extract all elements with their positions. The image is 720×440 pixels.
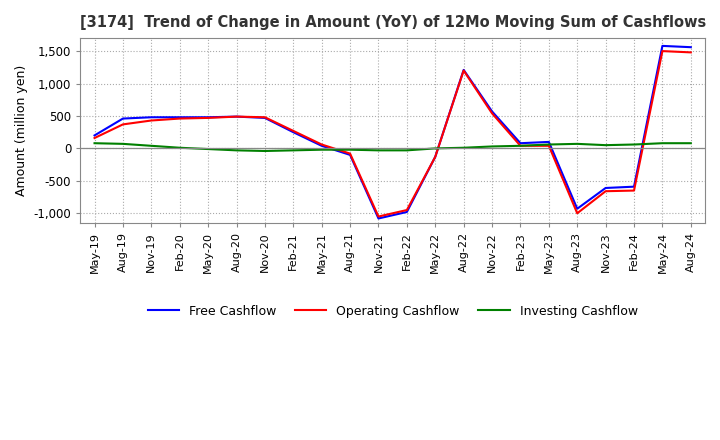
Title: [3174]  Trend of Change in Amount (YoY) of 12Mo Moving Sum of Cashflows: [3174] Trend of Change in Amount (YoY) o…	[79, 15, 706, 30]
Operating Cashflow	[431, 154, 440, 159]
Investing Cashflow	[516, 143, 525, 148]
Investing Cashflow	[204, 147, 212, 152]
Operating Cashflow	[204, 115, 212, 121]
Free Cashflow	[686, 44, 695, 50]
Investing Cashflow	[261, 148, 269, 154]
Operating Cashflow	[346, 151, 354, 156]
Operating Cashflow	[487, 111, 496, 116]
Legend: Free Cashflow, Operating Cashflow, Investing Cashflow: Free Cashflow, Operating Cashflow, Inves…	[143, 300, 643, 323]
Investing Cashflow	[232, 148, 240, 153]
Free Cashflow	[374, 216, 383, 221]
Free Cashflow	[544, 139, 553, 145]
Free Cashflow	[573, 206, 582, 211]
Investing Cashflow	[658, 140, 667, 146]
Free Cashflow	[487, 109, 496, 114]
Free Cashflow	[346, 152, 354, 158]
Investing Cashflow	[119, 141, 127, 147]
Operating Cashflow	[402, 207, 411, 213]
Line: Free Cashflow: Free Cashflow	[94, 46, 690, 219]
Operating Cashflow	[119, 122, 127, 127]
Operating Cashflow	[573, 211, 582, 216]
Investing Cashflow	[487, 144, 496, 149]
Operating Cashflow	[686, 50, 695, 55]
Free Cashflow	[119, 116, 127, 121]
Free Cashflow	[459, 67, 468, 73]
Free Cashflow	[176, 114, 184, 120]
Operating Cashflow	[601, 189, 610, 194]
Free Cashflow	[90, 133, 99, 138]
Investing Cashflow	[374, 148, 383, 153]
Operating Cashflow	[176, 116, 184, 121]
Free Cashflow	[431, 154, 440, 159]
Free Cashflow	[402, 209, 411, 215]
Free Cashflow	[289, 129, 297, 135]
Operating Cashflow	[374, 214, 383, 219]
Free Cashflow	[658, 43, 667, 48]
Investing Cashflow	[573, 141, 582, 147]
Free Cashflow	[601, 185, 610, 191]
Investing Cashflow	[147, 143, 156, 148]
Investing Cashflow	[318, 147, 326, 152]
Operating Cashflow	[90, 136, 99, 141]
Free Cashflow	[516, 140, 525, 146]
Y-axis label: Amount (million yen): Amount (million yen)	[15, 65, 28, 196]
Investing Cashflow	[90, 140, 99, 146]
Operating Cashflow	[658, 48, 667, 54]
Free Cashflow	[232, 114, 240, 119]
Free Cashflow	[261, 115, 269, 121]
Operating Cashflow	[147, 118, 156, 123]
Operating Cashflow	[261, 114, 269, 120]
Line: Operating Cashflow: Operating Cashflow	[94, 51, 690, 216]
Investing Cashflow	[176, 145, 184, 150]
Operating Cashflow	[544, 143, 553, 148]
Operating Cashflow	[630, 188, 639, 193]
Investing Cashflow	[289, 148, 297, 153]
Free Cashflow	[147, 114, 156, 120]
Free Cashflow	[204, 114, 212, 120]
Free Cashflow	[630, 184, 639, 189]
Investing Cashflow	[686, 140, 695, 146]
Investing Cashflow	[601, 143, 610, 148]
Operating Cashflow	[459, 68, 468, 73]
Free Cashflow	[318, 143, 326, 148]
Investing Cashflow	[431, 146, 440, 151]
Investing Cashflow	[544, 142, 553, 147]
Operating Cashflow	[318, 142, 326, 147]
Investing Cashflow	[402, 148, 411, 153]
Operating Cashflow	[232, 114, 240, 119]
Investing Cashflow	[459, 145, 468, 150]
Line: Investing Cashflow: Investing Cashflow	[94, 143, 690, 151]
Operating Cashflow	[289, 128, 297, 133]
Operating Cashflow	[516, 143, 525, 148]
Investing Cashflow	[346, 147, 354, 152]
Investing Cashflow	[630, 142, 639, 147]
